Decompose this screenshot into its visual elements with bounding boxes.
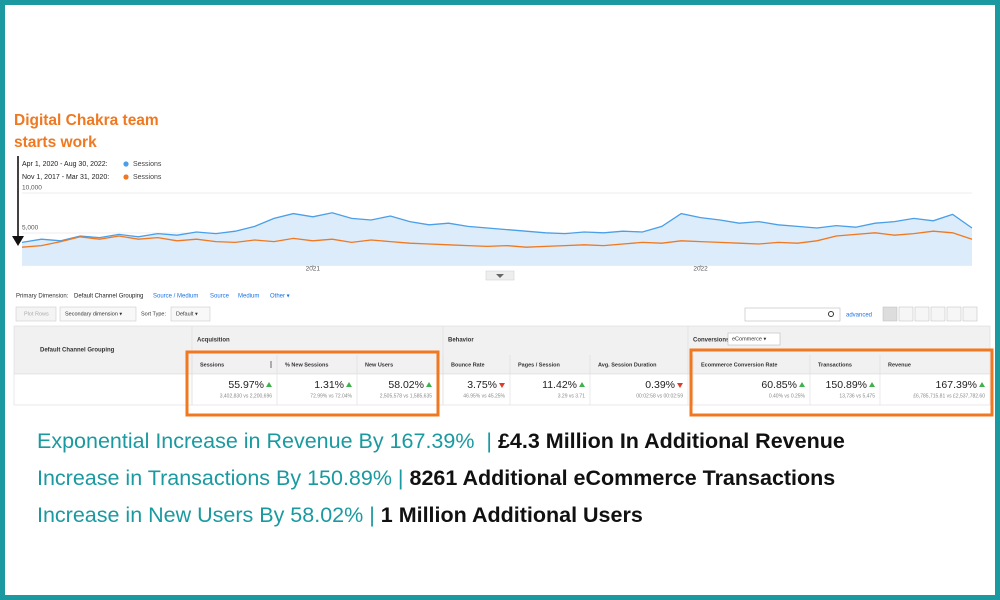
trend-up bbox=[346, 382, 352, 387]
highlight-result: 1 Million Additional Users bbox=[381, 503, 643, 527]
sort-value: Default ▾ bbox=[176, 311, 198, 317]
comparison: 3,402,830 vs 2,200,696 bbox=[220, 393, 272, 399]
trend-down bbox=[499, 383, 505, 388]
comparison: 13,736 vs 5,475 bbox=[839, 393, 875, 399]
comparison: 2,505,578 vs 1,585,635 bbox=[380, 393, 432, 399]
trend-up bbox=[266, 382, 272, 387]
column-header[interactable]: Pages / Session bbox=[518, 362, 561, 368]
trend-up bbox=[869, 382, 875, 387]
column-header[interactable]: Revenue bbox=[888, 362, 911, 368]
change-value: 60.85% bbox=[761, 379, 797, 391]
change-value: 0.39% bbox=[645, 379, 675, 391]
legend-period: Apr 1, 2020 - Aug 30, 2022: bbox=[22, 161, 108, 168]
column-header[interactable]: Sessions bbox=[200, 362, 224, 368]
highlight-box bbox=[185, 350, 440, 417]
sort-btn[interactable] bbox=[170, 306, 211, 322]
group-header: Acquisition bbox=[197, 338, 230, 344]
view-icon[interactable] bbox=[882, 306, 898, 322]
column-header[interactable]: Avg. Session Duration bbox=[598, 362, 657, 368]
column-header[interactable]: Transactions bbox=[818, 362, 852, 368]
highlight-result: £4.3 Million In Additional Revenue bbox=[498, 429, 845, 453]
highlight-claim: Exponential Increase in Revenue By 167.3… bbox=[37, 429, 498, 453]
change-value: 1.31% bbox=[314, 379, 344, 391]
legend-period: Nov 1, 2017 - Mar 31, 2020: bbox=[22, 174, 109, 181]
view-icon[interactable] bbox=[930, 306, 946, 322]
trend-down bbox=[677, 383, 683, 388]
dimension-link[interactable]: Medium bbox=[238, 294, 259, 300]
secondary-btn[interactable] bbox=[59, 306, 137, 322]
primary-value: Default Channel Grouping bbox=[74, 294, 143, 300]
conversion-select-label: eCommerce ▾ bbox=[732, 336, 766, 342]
series-area bbox=[22, 212, 972, 265]
toggle-icon bbox=[496, 274, 504, 278]
view-icon[interactable] bbox=[898, 306, 914, 322]
x-tick-label: 2022 bbox=[693, 266, 708, 273]
search-box[interactable] bbox=[744, 307, 841, 322]
plot-rows: Plot Rows bbox=[24, 311, 49, 317]
change-value: 11.42% bbox=[542, 379, 577, 391]
change-value: 3.75% bbox=[467, 379, 497, 391]
trend-up bbox=[799, 382, 805, 387]
highlight-line: Increase in New Users By 58.02% | 1 Mill… bbox=[37, 503, 643, 527]
x-tick-label: 2021 bbox=[306, 266, 321, 273]
highlight-line: Increase in Transactions By 150.89% | 82… bbox=[37, 466, 835, 490]
trend-up bbox=[579, 382, 585, 387]
primary-label: Primary Dimension: bbox=[16, 294, 69, 300]
dimension-link[interactable]: Source bbox=[210, 294, 230, 300]
search-icon bbox=[828, 311, 834, 317]
comparison: 46.95% vs 45.25% bbox=[463, 393, 505, 399]
dimension-header: Default Channel Grouping bbox=[40, 348, 115, 354]
comparison: 00:02:58 vs 00:02:59 bbox=[636, 393, 683, 399]
change-value: 167.39% bbox=[936, 379, 977, 391]
arrow-head bbox=[12, 236, 24, 246]
trend-up bbox=[426, 382, 432, 387]
comparison: 3.29 vs 3.71 bbox=[558, 393, 585, 399]
secondary-dimension: Secondary dimension ▾ bbox=[65, 311, 122, 317]
comparison: 72.99% vs 72.04% bbox=[310, 393, 352, 399]
comparison: £6,785,715.81 vs £2,537,782.60 bbox=[913, 393, 985, 399]
change-value: 55.97% bbox=[228, 379, 264, 391]
annotation: starts work bbox=[14, 134, 97, 151]
view-icon[interactable] bbox=[914, 306, 930, 322]
highlight-result: 8261 Additional eCommerce Transactions bbox=[409, 466, 835, 490]
group-header: Conversions bbox=[693, 338, 730, 344]
highlight-box bbox=[689, 348, 994, 417]
view-icon[interactable] bbox=[962, 306, 978, 322]
change-value: 150.89% bbox=[826, 379, 867, 391]
column-header[interactable]: % New Sessions bbox=[285, 362, 328, 368]
table-row bbox=[13, 373, 991, 406]
conversion-select[interactable] bbox=[727, 332, 781, 346]
legend-label: Sessions bbox=[133, 161, 162, 168]
legend-swatch bbox=[123, 174, 129, 180]
column-header[interactable]: Bounce Rate bbox=[451, 362, 485, 368]
trend-up bbox=[979, 382, 985, 387]
annotation: Digital Chakra team bbox=[14, 112, 159, 129]
series-line bbox=[21, 212, 973, 244]
advanced-link[interactable]: advanced bbox=[846, 313, 872, 319]
comparison: 0.40% vs 0.25% bbox=[769, 393, 806, 399]
column-header[interactable]: Ecommerce Conversion Rate bbox=[701, 362, 777, 368]
plot-rows-btn bbox=[15, 306, 57, 322]
change-value: 58.02% bbox=[388, 379, 424, 391]
group-header: Behavior bbox=[448, 338, 474, 344]
y-tick-label: 5,000 bbox=[22, 225, 39, 232]
dimension-link[interactable]: Other ▾ bbox=[270, 294, 290, 300]
view-icon[interactable] bbox=[946, 306, 962, 322]
dimension-link[interactable]: Source / Medium bbox=[153, 294, 198, 300]
highlight-line: Exponential Increase in Revenue By 167.3… bbox=[37, 429, 845, 453]
legend-swatch bbox=[123, 161, 129, 167]
y-tick-label: 10,000 bbox=[22, 185, 42, 192]
legend-label: Sessions bbox=[133, 174, 162, 181]
column-header[interactable]: New Users bbox=[365, 362, 393, 368]
series-line bbox=[21, 230, 973, 248]
highlight-claim: Increase in New Users By 58.02% | bbox=[37, 503, 381, 527]
highlight-claim: Increase in Transactions By 150.89% | bbox=[37, 466, 409, 490]
sort-label: Sort Type: bbox=[141, 311, 166, 317]
